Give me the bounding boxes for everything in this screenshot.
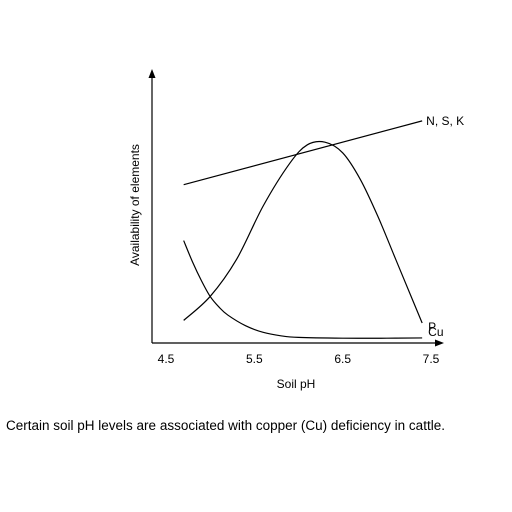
series-line-cu xyxy=(183,240,423,339)
x-tick-label: 4.5 xyxy=(158,352,175,366)
series-label-p: P xyxy=(428,320,436,334)
x-tick-label: 6.5 xyxy=(334,352,351,366)
series-label-cu: Cu xyxy=(428,325,443,339)
figure-caption: Certain soil pH levels are associated wi… xyxy=(6,418,445,433)
x-axis-label: Soil pH xyxy=(277,377,316,391)
series-line-p xyxy=(183,140,423,324)
x-tick-label: 7.5 xyxy=(423,352,440,366)
y-axis-arrow xyxy=(148,69,156,78)
x-tick-label: 5.5 xyxy=(246,352,263,366)
series-line-n-s-k xyxy=(183,120,423,186)
y-axis-label: Availability of elements xyxy=(128,144,142,266)
series-label-n-s-k: N, S, K xyxy=(426,114,464,128)
x-axis-arrow xyxy=(435,339,444,347)
